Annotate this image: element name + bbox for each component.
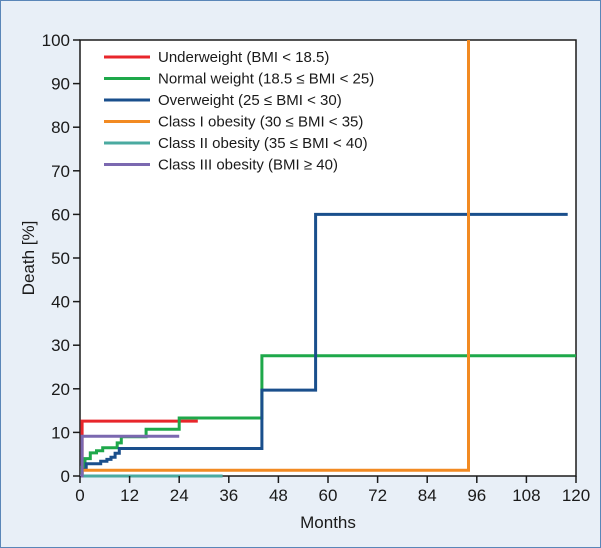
y-tick-label: 20 [51,380,70,399]
legend-label: Normal weight (18.5 ≤ BMI < 25) [158,71,374,88]
y-tick-label: 80 [51,118,70,137]
x-tick-label: 60 [319,486,338,505]
series-line-3 [80,212,568,478]
y-tick-label: 10 [51,423,70,442]
y-tick-label: 40 [51,293,70,312]
x-tick-label: 120 [562,486,590,505]
legend-label: Overweight (25 ≤ BMI < 30) [158,92,342,109]
y-axis: 0 10 20 30 40 50 60 70 80 90 100 [42,31,80,486]
y-tick-label: 100 [42,31,70,50]
x-tick-label: 72 [368,486,387,505]
legend-label: Class II obesity (35 ≤ BMI < 40) [158,135,368,152]
legend-label: Underweight (BMI < 18.5) [158,49,329,66]
legend-label: Class III obesity (BMI ≥ 40) [158,157,338,174]
x-axis-title: Months [300,513,356,532]
plot-background [79,39,577,477]
y-tick-label: 60 [51,205,70,224]
legend: Underweight (BMI < 18.5) Normal weight (1… [104,49,374,174]
x-tick-label: 108 [512,486,540,505]
x-axis: 0 12 24 36 48 60 72 84 96 108 120 [75,476,590,505]
x-tick-label: 0 [75,486,84,505]
legend-label: Class I obesity (30 ≤ BMI < 35) [158,114,363,131]
y-tick-label: 90 [51,75,70,94]
series-line-6 [80,434,180,478]
y-tick-label: 30 [51,336,70,355]
series-layer [80,40,576,478]
y-tick-label: 0 [61,467,70,486]
y-tick-label: 70 [51,162,70,181]
x-tick-label: 84 [418,486,437,505]
y-axis-title: Death [%] [19,221,38,296]
plot-area [79,39,577,478]
x-tick-label: 12 [120,486,139,505]
x-tick-label: 48 [269,486,288,505]
x-tick-label: 36 [219,486,238,505]
x-tick-label: 96 [467,486,486,505]
y-tick-label: 50 [51,249,70,268]
x-tick-label: 24 [170,486,189,505]
